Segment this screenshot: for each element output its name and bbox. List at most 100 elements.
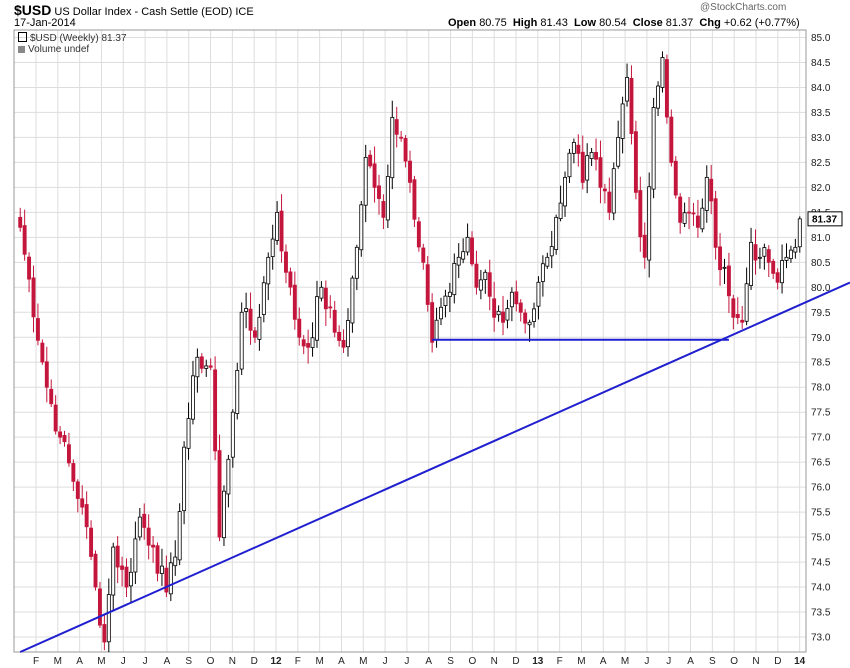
candle-body (726, 265, 731, 297)
candle-body (456, 256, 461, 266)
candle-body (97, 588, 102, 626)
candle (540, 255, 545, 297)
x-tick-label: N (491, 656, 498, 667)
y-tick-label: 77.5 (811, 408, 831, 419)
candle-body (279, 210, 284, 252)
candle (780, 244, 785, 294)
candle-body (124, 566, 129, 588)
y-tick-label: 74.5 (811, 558, 831, 569)
y-axis: 73.0 73.5 74.0 74.5 75.0 75.5 76.0 76.5 77.0 77.5… (811, 33, 831, 644)
candle (793, 238, 798, 259)
x-tick-label: A (76, 656, 83, 667)
x-tick-label: 13 (532, 656, 544, 667)
candle (368, 150, 373, 169)
candle (346, 308, 350, 357)
candle-body (709, 178, 714, 202)
candle (492, 281, 497, 332)
candle (527, 319, 532, 342)
candle (62, 430, 67, 447)
candle (341, 329, 346, 353)
candle (75, 479, 80, 513)
candle-body (306, 343, 311, 348)
candle (93, 550, 98, 591)
candle-body (297, 318, 302, 338)
candle-body (505, 308, 510, 321)
candle-body (199, 356, 204, 369)
candle-body (75, 481, 80, 499)
candle (567, 148, 572, 184)
candle (771, 258, 776, 279)
candle (421, 243, 426, 270)
candle (199, 353, 204, 374)
y-tick-label: 78.0 (811, 383, 831, 394)
candle-body (27, 256, 32, 280)
candle-body (275, 211, 280, 241)
high-value: 81.43 (540, 17, 568, 29)
candle (709, 164, 714, 215)
candle-body (222, 490, 226, 539)
candle (638, 176, 643, 252)
candle-body (731, 298, 736, 318)
y-tick-label: 85.0 (811, 33, 831, 44)
candle (270, 224, 275, 270)
candle-body (704, 176, 709, 211)
candle-body (554, 216, 559, 250)
candle-body (540, 263, 545, 282)
candle-body (788, 249, 793, 259)
candle (222, 485, 226, 547)
candle-body (775, 272, 780, 283)
candle-body (638, 190, 643, 238)
y-tick-label: 79.5 (811, 308, 831, 319)
candle (434, 307, 439, 348)
candle (244, 292, 249, 329)
candle (27, 252, 32, 293)
candle (722, 258, 727, 284)
y-tick-label: 81.0 (811, 233, 831, 244)
candle-body (177, 511, 182, 561)
candle-body (509, 291, 514, 308)
candle (443, 289, 448, 318)
instrument-name: US Dollar Index - Cash Settle (EOD) (54, 6, 233, 18)
candle-body (465, 236, 470, 253)
candle (40, 339, 45, 365)
candle-body (757, 256, 762, 259)
candle (744, 267, 749, 326)
candle-body (403, 138, 408, 162)
x-tick-label: O (207, 656, 215, 667)
candle-body (589, 152, 594, 159)
last-value-box (807, 211, 843, 227)
candle-body (695, 215, 700, 228)
candle (328, 295, 333, 319)
candle (261, 276, 266, 323)
y-tick-label: 83.5 (811, 108, 831, 119)
candle-body (549, 246, 554, 257)
candle (523, 309, 528, 334)
candle-body (625, 77, 629, 102)
candle-body (204, 365, 209, 369)
candle (474, 250, 479, 295)
candle-body (58, 431, 63, 438)
candle-body (744, 283, 749, 322)
candle (53, 395, 58, 435)
candle (124, 558, 129, 598)
candle-body (412, 179, 417, 220)
candle (669, 109, 674, 167)
candle-body (669, 116, 674, 163)
candle (182, 441, 187, 525)
candle (186, 402, 191, 460)
candle (713, 190, 718, 260)
candle-body (137, 516, 142, 538)
x-tick-label: M (97, 656, 105, 667)
candle-body (160, 565, 164, 574)
candle (80, 485, 85, 515)
candle-body (381, 201, 386, 218)
x-tick-label: M (621, 656, 629, 667)
candle (213, 356, 218, 461)
candle (71, 459, 76, 492)
y-tick-label: 84.5 (811, 58, 831, 69)
candle-body (682, 212, 687, 224)
candle-body (226, 458, 231, 495)
x-tick-label: F (295, 656, 301, 667)
series-legend: $USD (Weekly) 81.37 (18, 32, 127, 44)
candle-body (354, 246, 359, 279)
